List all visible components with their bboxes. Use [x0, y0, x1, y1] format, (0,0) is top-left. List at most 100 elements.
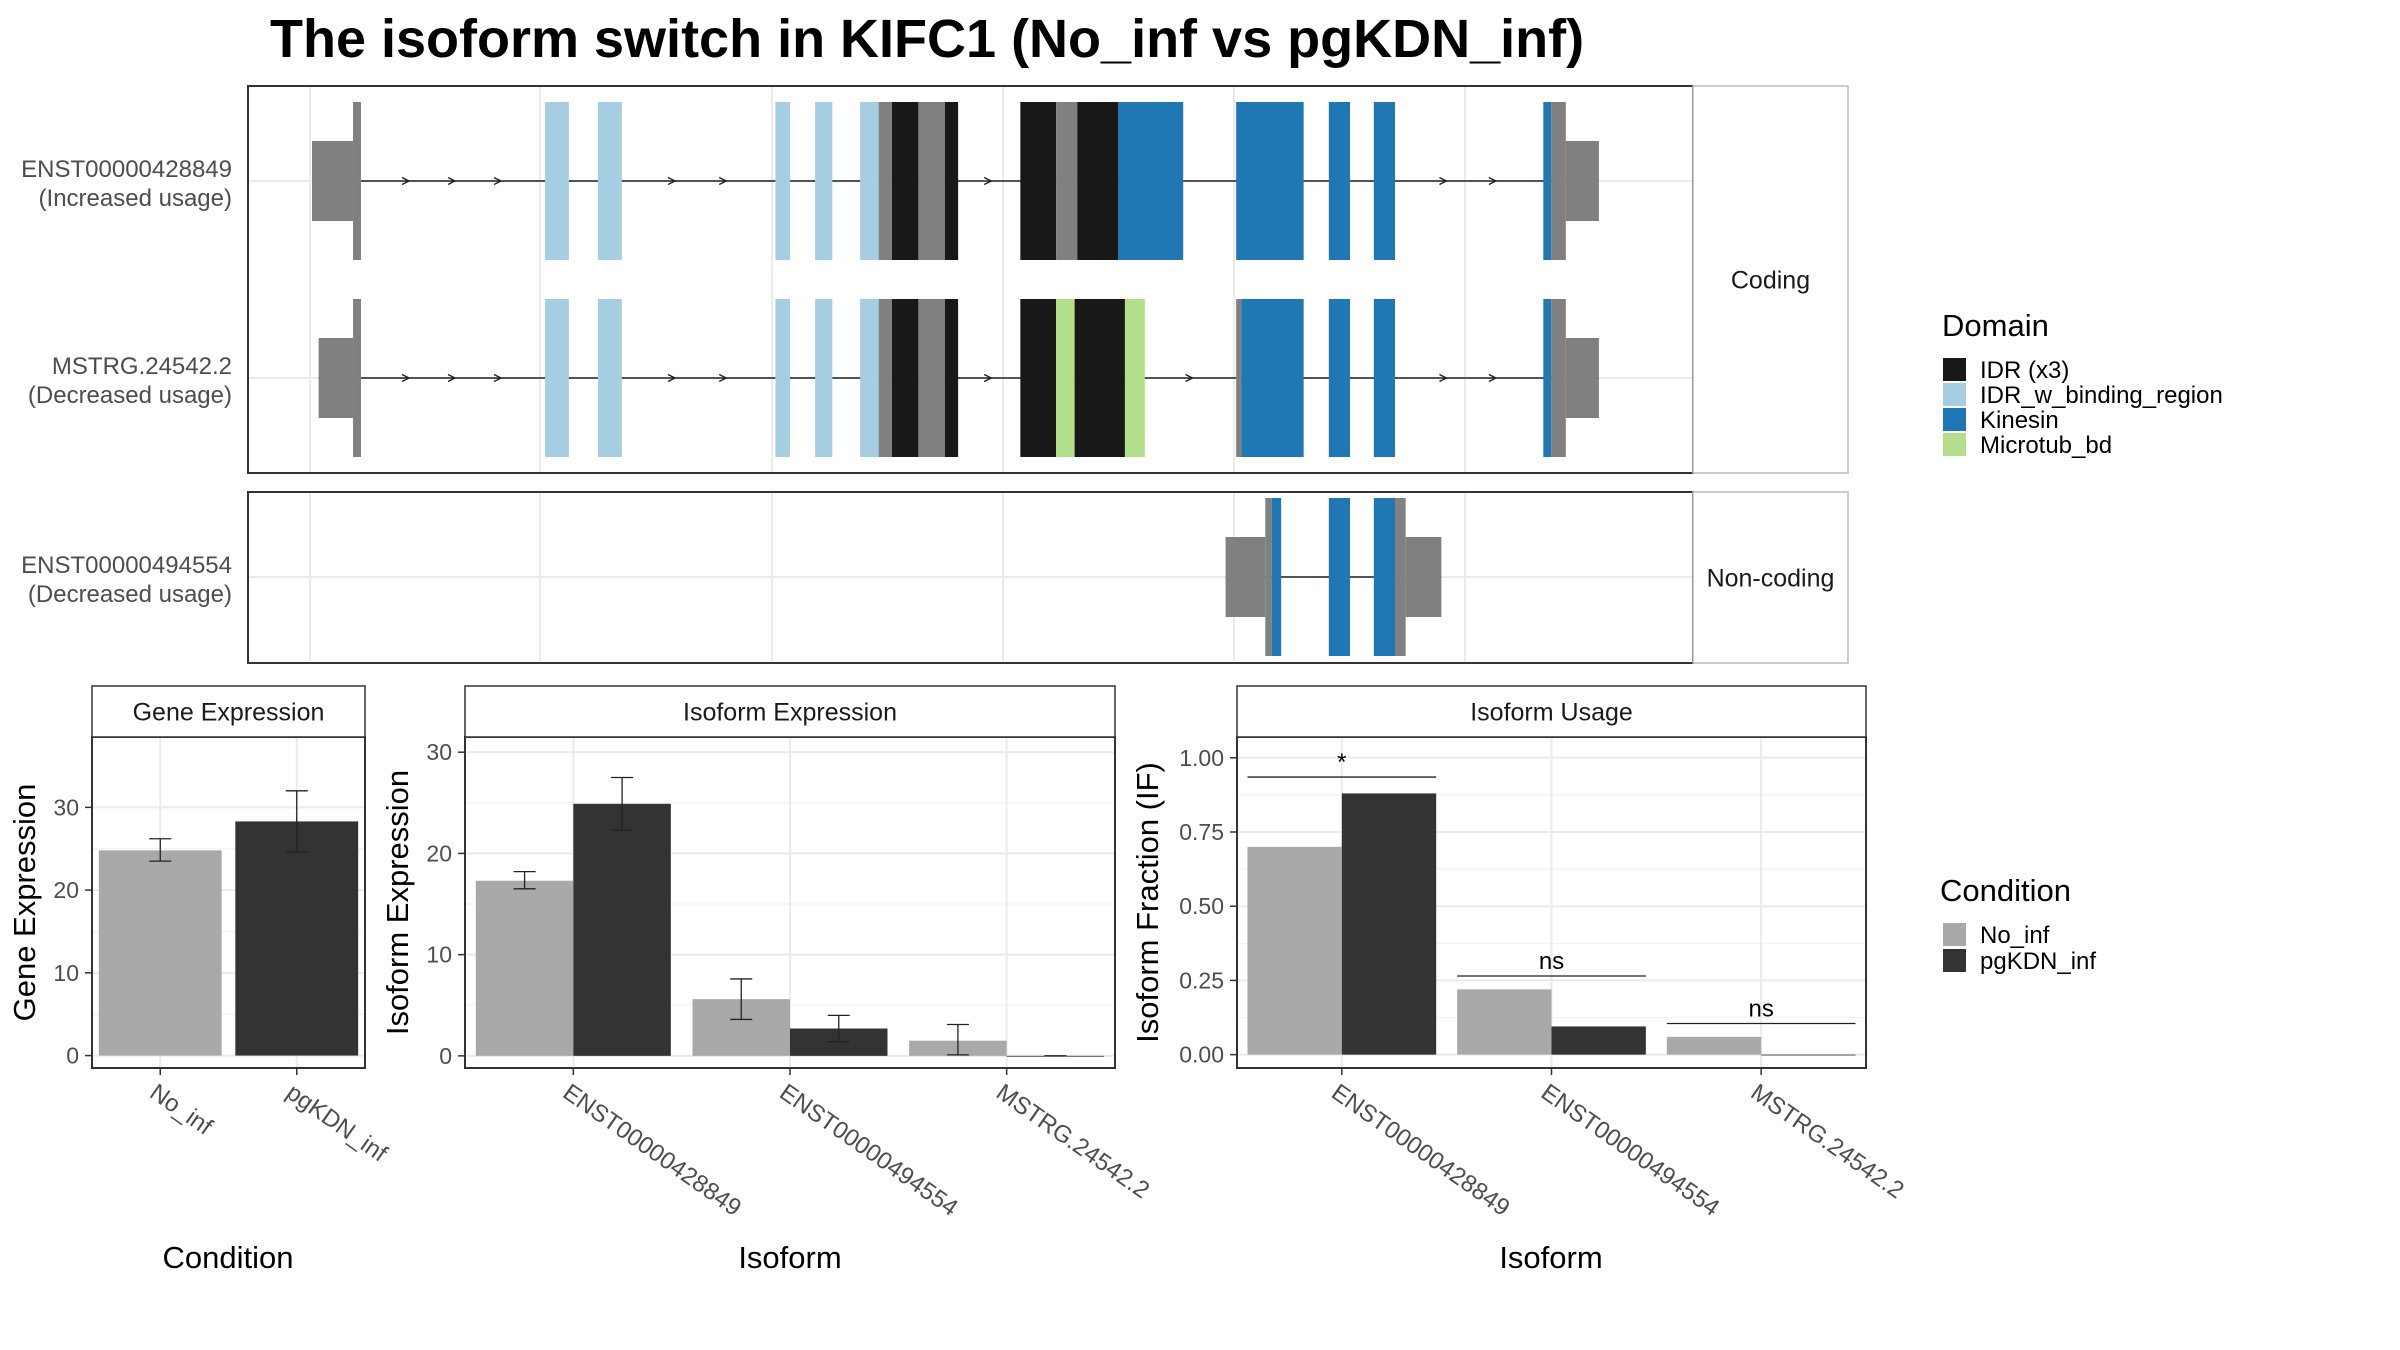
cds-exon — [1373, 102, 1396, 260]
intron-arrow — [1185, 373, 1195, 383]
intron-arrow — [718, 373, 728, 383]
cds-exon — [1020, 299, 1057, 457]
transcript-usage-label: (Decreased usage) — [28, 581, 232, 608]
x-tick-label: pgKDN_inf — [281, 1079, 392, 1168]
cds-exon — [1020, 102, 1057, 260]
cds-exon — [1551, 102, 1566, 260]
transcript-structure-panel: Coding Non-coding ENST00000428849(Increase… — [21, 85, 1849, 664]
intron-arrow — [1439, 373, 1449, 383]
y-axis-label: Isoform Expression — [380, 770, 415, 1035]
y-tick-label: 30 — [426, 739, 452, 765]
cds-exon — [597, 299, 622, 457]
cds-exon — [878, 299, 892, 457]
domain-legend-label: Kinesin — [1980, 407, 2059, 434]
cds-exon — [918, 102, 945, 260]
transcript-ENST00000428849 — [312, 102, 1599, 260]
domain-legend-key — [1943, 408, 1966, 431]
y-tick-label: 0.25 — [1179, 967, 1224, 993]
cds-exon — [1395, 498, 1406, 656]
bar — [573, 803, 671, 1056]
cds-exon — [353, 102, 361, 260]
significance-label: ns — [1539, 948, 1564, 975]
domain-legend-label: Microtub_bd — [1980, 432, 2112, 459]
cds-exon — [1271, 498, 1282, 656]
structure-panel-bg — [248, 86, 1693, 473]
cds-exon — [1118, 102, 1184, 260]
intron-arrow — [1488, 373, 1498, 383]
plot-title: Isoform Usage — [1470, 699, 1633, 727]
cds-exon — [944, 299, 959, 457]
cds-exon — [1543, 299, 1552, 457]
domain-legend-key — [1943, 383, 1966, 406]
cds-exon — [1373, 498, 1396, 656]
cds-exon — [891, 102, 919, 260]
intron-arrow — [401, 373, 411, 383]
utr-exon — [1225, 537, 1266, 617]
condition-legend-label: No_inf — [1980, 922, 2050, 949]
error-bar — [513, 870, 536, 890]
transcript-id-label: ENST00000494554 — [21, 552, 232, 579]
significance-marker: ns — [1666, 995, 1856, 1025]
cds-exon — [1328, 498, 1351, 656]
plot-gene-expression: Gene Expression 0 10 20 30 No_inf pgKDN_inf Con… — [7, 685, 392, 1275]
utr-exon — [1565, 141, 1599, 221]
cds-exon — [1241, 299, 1304, 457]
bar — [1341, 793, 1437, 1055]
cds-exon — [918, 299, 945, 457]
y-tick-label: 20 — [53, 877, 79, 903]
figure-title: The isoform switch in KIFC1 (No_inf vs p… — [270, 9, 1584, 69]
bar — [1551, 1026, 1646, 1055]
intron-arrow — [667, 176, 677, 186]
transcript-usage-label: (Decreased usage) — [28, 382, 232, 409]
y-tick-label: 10 — [53, 960, 79, 986]
significance-marker: ns — [1457, 948, 1646, 977]
cds-exon — [815, 102, 833, 260]
cds-exon — [860, 299, 879, 457]
y-tick-label: 0.50 — [1179, 893, 1224, 919]
bar — [1247, 846, 1342, 1055]
plot-title: Gene Expression — [133, 699, 325, 727]
cds-exon — [1265, 498, 1272, 656]
x-axis-label: Condition — [163, 1240, 294, 1275]
plot-strip — [1236, 685, 1867, 738]
intron-arrow — [718, 176, 728, 186]
cds-exon — [878, 102, 892, 260]
utr-exon — [1565, 338, 1599, 418]
x-axis-label: Isoform — [738, 1240, 841, 1275]
cds-exon — [545, 102, 569, 260]
cds-exon — [1543, 102, 1552, 260]
cds-exon — [1236, 102, 1304, 260]
error-bar — [149, 838, 172, 862]
structure-strip-label: Non-coding — [1707, 565, 1835, 593]
significance-label: * — [1337, 749, 1346, 776]
error-bar — [730, 978, 753, 1021]
bar — [1761, 1054, 1856, 1056]
cds-exon — [1056, 102, 1078, 260]
plot-title: Isoform Expression — [683, 699, 897, 727]
cds-exon — [1328, 299, 1351, 457]
cds-exon — [1124, 299, 1145, 457]
intron-arrow — [983, 176, 993, 186]
significance-label: ns — [1748, 995, 1773, 1022]
x-tick-label: No_inf — [145, 1079, 218, 1141]
cds-exon — [775, 102, 790, 260]
cds-exon — [545, 299, 569, 457]
x-axis-label: Isoform — [1499, 1240, 1602, 1275]
cds-exon — [1056, 299, 1075, 457]
cds-exon — [815, 299, 833, 457]
cds-exon — [944, 102, 959, 260]
plot-isoform-expression: Isoform Expression 0 10 20 30 ENST00000428849… — [380, 685, 1154, 1275]
cds-exon — [891, 299, 919, 457]
transcript-id-label: ENST00000428849 — [21, 156, 232, 183]
structure-strip-label: Coding — [1731, 267, 1810, 295]
plot-strip — [91, 685, 366, 738]
error-bar — [827, 1014, 850, 1043]
intron-arrow — [983, 373, 993, 383]
legend: Domain IDR (x3)IDR_w_binding_regionKinesi… — [1940, 308, 2223, 975]
expression-plots: Gene Expression 0 10 20 30 No_inf pgKDN_inf Con… — [7, 685, 1909, 1275]
transcript-ENST00000494554 — [1225, 498, 1442, 656]
error-bar — [285, 790, 308, 853]
cds-exon — [775, 299, 790, 457]
intron-arrow — [1488, 176, 1498, 186]
cds-exon — [1236, 299, 1242, 457]
